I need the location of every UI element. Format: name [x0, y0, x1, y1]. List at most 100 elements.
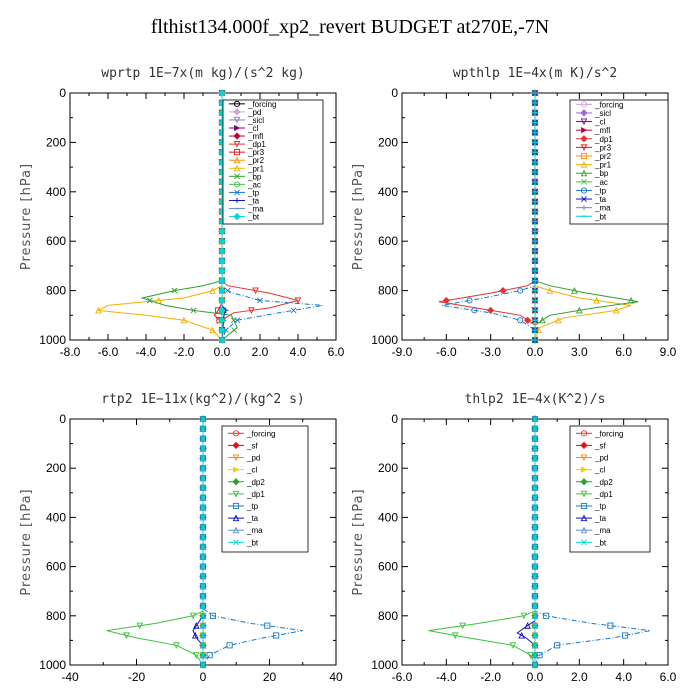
legend-label: _ma — [594, 204, 611, 213]
legend-label: _sf — [246, 441, 258, 450]
x-tick-label: 0.0 — [214, 345, 231, 359]
data-point — [532, 612, 538, 619]
data-point — [607, 622, 614, 629]
data-point — [532, 455, 538, 462]
legend-label: _ma — [246, 526, 263, 535]
data-point — [200, 642, 206, 649]
legend-marker — [233, 100, 241, 107]
legend-marker — [233, 181, 241, 188]
legend-marker — [232, 441, 240, 450]
series-line-tp — [534, 419, 651, 666]
y-tick-label: 400 — [46, 185, 66, 199]
data-point — [200, 475, 206, 481]
x-tick-label: -3.0 — [480, 345, 501, 359]
legend-marker — [233, 212, 241, 221]
legend-label: _ta — [247, 196, 260, 205]
y-tick-label: 0 — [59, 412, 66, 426]
legend-label: _ma — [247, 205, 264, 214]
data-point — [189, 612, 197, 620]
x-tick-label: 6.0 — [660, 670, 677, 684]
legend-label: _tp — [246, 502, 259, 511]
data-point — [257, 297, 263, 304]
legend-label: _ac — [594, 178, 608, 187]
data-point — [543, 612, 550, 619]
data-point — [200, 514, 206, 521]
data-point — [532, 652, 538, 659]
legend-label: _bt — [594, 212, 607, 221]
data-point — [532, 544, 538, 550]
data-point — [191, 631, 199, 639]
legend-label: _pr1 — [594, 161, 612, 170]
data-point — [209, 286, 216, 294]
legend: _forcing_pd_sicl_cl_mfl_dp1_pr3_pr2_pr1_… — [222, 99, 324, 225]
data-point — [180, 316, 188, 324]
legend-label: _sicl — [247, 116, 264, 125]
data-point — [554, 316, 562, 324]
data-point — [471, 307, 478, 314]
chart-panel-3: rtp2 1E−11x(kg^2)/(kg^2 s) Pressure [hPa]… — [19, 392, 343, 684]
data-point — [532, 435, 538, 442]
data-point — [200, 425, 206, 432]
legend-marker — [233, 149, 241, 156]
legend-marker — [232, 478, 240, 486]
legend-marker — [580, 118, 588, 126]
y-tick-label: 600 — [378, 560, 398, 574]
data-point — [146, 297, 153, 304]
legend-marker — [580, 430, 588, 437]
legend-box — [569, 99, 669, 225]
legend-marker — [232, 490, 240, 498]
data-point — [123, 632, 130, 640]
data-point — [532, 445, 538, 452]
data-point — [532, 465, 538, 472]
data-point — [264, 622, 271, 629]
data-point — [209, 612, 217, 619]
y-tick-label: 0 — [391, 86, 398, 100]
legend-label: _pd — [247, 108, 261, 117]
x-tick-label: 0.0 — [527, 670, 544, 684]
data-point — [209, 326, 216, 334]
x-tick-label: 0.0 — [527, 345, 544, 359]
data-point — [532, 603, 538, 609]
data-point — [539, 316, 546, 324]
chart-panel-1: wprtp 1E−7x(m kg)/(s^2 kg) Pressure [hPa]… — [19, 66, 345, 359]
legend-marker — [580, 109, 588, 117]
data-point — [248, 307, 255, 314]
legend-label: _dp1 — [247, 140, 266, 149]
data-point — [200, 603, 206, 609]
data-point — [546, 286, 554, 294]
legend-label: _dp1 — [594, 135, 613, 144]
x-tick-label: -4.0 — [136, 345, 157, 359]
legend-label: _cl — [594, 118, 605, 127]
legend-label: _pr3 — [594, 143, 612, 152]
y-tick-label: 800 — [378, 284, 398, 298]
y-tick-label: 1000 — [39, 658, 66, 672]
legend-marker — [580, 187, 588, 194]
data-point — [200, 416, 206, 422]
data-point — [200, 563, 206, 570]
data-point — [527, 652, 534, 659]
data-point — [499, 286, 507, 295]
data-point — [226, 642, 233, 649]
series-line-dp1 — [106, 419, 204, 666]
x-tick-label: 40 — [329, 670, 343, 684]
page-title: flthist134.000f_xp2_revert BUDGET at270E… — [150, 16, 550, 38]
legend: _forcing_sicl_cl_mfl_dp1_pr3_pr2_pr1_bp_… — [569, 99, 669, 225]
legend-label: _pd — [594, 454, 608, 463]
y-tick-label: 200 — [46, 135, 66, 149]
data-point — [200, 524, 206, 531]
data-point — [218, 336, 226, 344]
series-line-tp — [221, 93, 323, 341]
data-point — [218, 277, 226, 285]
legend-marker — [232, 526, 240, 534]
legend-label: _cl — [246, 466, 257, 475]
legend-label: _ma — [594, 526, 611, 535]
data-point — [200, 583, 206, 590]
legend-marker — [581, 205, 587, 211]
data-point — [218, 89, 226, 97]
data-point — [200, 494, 206, 501]
x-tick-label: 4.0 — [615, 670, 632, 684]
x-tick-label: 6.0 — [615, 345, 632, 359]
x-tick-label: -6.0 — [98, 345, 119, 359]
data-point — [290, 307, 297, 314]
legend-label: _bt — [246, 538, 259, 547]
